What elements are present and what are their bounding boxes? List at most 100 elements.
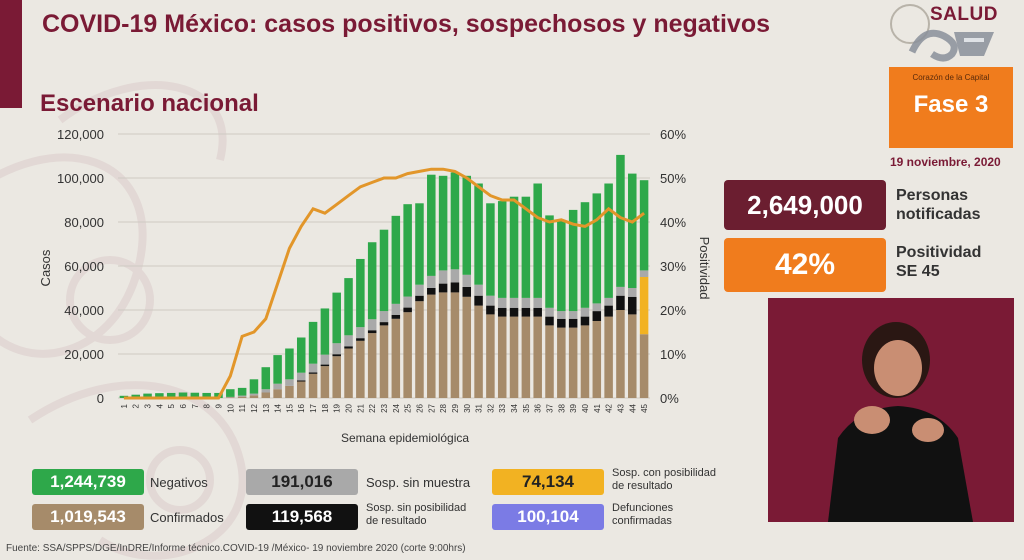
- bar-segment: [178, 392, 188, 398]
- bar-segment: [545, 307, 554, 317]
- bar-segment: [367, 333, 377, 398]
- bar-segment: [568, 311, 578, 319]
- sosp-con-posibilidad-label-line-1: Sosp. con posibilidad: [612, 467, 716, 479]
- defunciones-label-line-2: confirmadas: [612, 515, 672, 527]
- x-tick-label: 25: [404, 403, 413, 412]
- bar-segment: [344, 278, 353, 336]
- bar-segment: [155, 393, 164, 398]
- negativos-value: 1,244,739: [32, 469, 144, 495]
- bar-segment: [320, 364, 330, 367]
- bar-segment: [450, 172, 460, 270]
- bar-segment: [261, 389, 271, 393]
- y2-axis-ticks: 0% 10% 20% 30% 40% 50% 60%: [660, 127, 686, 406]
- x-tick-label: 38: [557, 403, 566, 412]
- bar-segment: [628, 314, 637, 398]
- bar-segment: [639, 277, 649, 335]
- x-tick-label: 41: [593, 403, 602, 412]
- bar-segment: [249, 395, 259, 398]
- y-tick-label: 120,000: [57, 127, 104, 142]
- bar-segment: [557, 220, 566, 312]
- watermark-logo-icon: [908, 29, 994, 62]
- confirmados-label: Confirmados: [150, 510, 224, 525]
- sosp-con-posibilidad-value: 74,134: [492, 469, 604, 495]
- positivity-label-line-1: Positividad: [896, 244, 982, 261]
- bar-segment: [143, 393, 152, 398]
- persons-label-line-1: Personas: [896, 187, 969, 204]
- bar-segment: [462, 274, 472, 287]
- x-tick-label: 43: [616, 403, 625, 412]
- bar-segment: [474, 183, 483, 285]
- bar-segment: [285, 379, 294, 386]
- y2-tick-label: 0%: [660, 391, 679, 406]
- bar-segment: [462, 175, 472, 275]
- x-tick-label: 12: [250, 403, 259, 412]
- x-tick-label: 15: [285, 403, 294, 412]
- bar-segment: [474, 305, 483, 398]
- bar-segment: [628, 288, 637, 297]
- bar-segment: [427, 275, 436, 288]
- bar-segment: [273, 389, 282, 398]
- x-tick-label: 9: [214, 403, 223, 408]
- bar-segment: [616, 295, 625, 310]
- bar-segment: [486, 314, 495, 398]
- page-title: COVID-19 México: casos positivos, sospec…: [42, 10, 771, 38]
- bar-segment: [427, 174, 436, 276]
- x-tick-label: 32: [486, 403, 495, 412]
- bar-segment: [356, 258, 365, 328]
- phase-label: Fase 3: [913, 91, 989, 118]
- bar-segment: [592, 303, 602, 312]
- bar-segment: [344, 335, 353, 347]
- bar-segment: [533, 316, 542, 398]
- y-tick-label: 20,000: [64, 347, 104, 362]
- x-tick-label: 34: [510, 403, 519, 412]
- bar-segment: [604, 297, 613, 306]
- x-tick-label: 20: [345, 403, 354, 412]
- bar-segment: [249, 379, 259, 394]
- x-tick-label: 31: [475, 403, 484, 412]
- bar-segment: [616, 310, 625, 398]
- interpreter-figure: [828, 322, 973, 522]
- bar-segment: [592, 311, 602, 321]
- bar-segment: [344, 348, 353, 398]
- x-tick-label: 30: [463, 403, 472, 412]
- bar-segment: [509, 196, 519, 298]
- bar-segment: [533, 297, 542, 308]
- bar-segment: [580, 307, 590, 317]
- bar-segment: [202, 392, 211, 398]
- bar-segment: [616, 286, 625, 296]
- x-tick-label: 13: [262, 403, 271, 412]
- x-tick-label: 5: [167, 403, 176, 408]
- x-tick-label: 27: [427, 403, 436, 412]
- bar-segment: [308, 373, 318, 398]
- bar-segment: [497, 297, 507, 308]
- bar-segment: [237, 387, 247, 396]
- bar-segment: [249, 393, 259, 396]
- bar-segment: [261, 367, 271, 390]
- y2-tick-label: 40%: [660, 215, 686, 230]
- y-tick-label: 100,000: [57, 171, 104, 186]
- bar-segment: [462, 286, 472, 297]
- sosp-con-posibilidad-label-line-2: de resultado: [612, 480, 673, 492]
- positivity-label: Positividad SE 45: [896, 243, 981, 281]
- bar-segment: [521, 307, 531, 317]
- x-tick-label: 21: [356, 403, 365, 412]
- bar-segment: [533, 183, 542, 298]
- persons-notified-value: 2,649,000: [724, 180, 886, 230]
- y2-axis-label: Positividad: [697, 237, 712, 300]
- persons-notified-label: Personas notificadas: [896, 186, 980, 224]
- bar-segment: [568, 209, 578, 312]
- x-tick-label: 19: [333, 403, 342, 412]
- y-tick-label: 60,000: [64, 259, 104, 274]
- bar-segment: [391, 303, 401, 315]
- bar-segment: [296, 381, 306, 398]
- bar-segment: [474, 284, 483, 296]
- bar-segment: [509, 316, 519, 398]
- bar-segment: [521, 316, 531, 398]
- x-tick-label: 17: [309, 403, 318, 412]
- bar-segment: [415, 295, 424, 302]
- bar-segment: [403, 296, 412, 308]
- bar-segment: [438, 270, 448, 284]
- bar-segment: [639, 270, 649, 277]
- bar-segment: [592, 193, 602, 304]
- bar-segment: [237, 395, 247, 397]
